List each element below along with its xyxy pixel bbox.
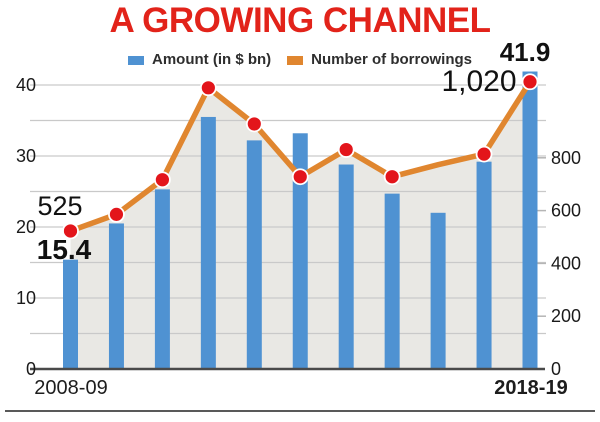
amount-bar-2: [154, 189, 170, 369]
right-axis-label-0: 0: [551, 359, 561, 379]
annotation-amount-first: 15.4: [36, 234, 92, 265]
left-axis-label-20: 20: [16, 217, 36, 237]
left-axis-label-10: 10: [16, 288, 36, 308]
amount-bar-10: [522, 71, 538, 369]
chart-title: A GROWING CHANNEL: [109, 1, 491, 40]
amount-bar-4: [246, 140, 262, 369]
borrowings-point-7: [383, 168, 401, 186]
amount-bar-9: [476, 161, 492, 369]
legend-item-borrowings: Number of borrowings: [287, 51, 472, 68]
legend-label-borrowings: Number of borrowings: [311, 51, 472, 68]
borrowings-point-6: [337, 141, 355, 158]
amount-bar-8: [430, 212, 446, 369]
bottom-rule: [5, 410, 595, 412]
legend: Amount (in $ bn) Number of borrowings: [0, 51, 600, 68]
annotation-borrowings-last: 1,020: [441, 65, 517, 98]
amount-bar-5: [292, 133, 308, 369]
borrowings-point-1: [108, 205, 125, 223]
borrowings-point-0: [62, 222, 79, 240]
legend-label-amount: Amount (in $ bn): [152, 51, 272, 68]
amount-bar-7: [384, 193, 400, 369]
amount-bar-3: [200, 116, 216, 369]
borrowings-point-5: [291, 168, 309, 186]
borrowings-point-9: [475, 145, 493, 163]
right-axis-label-200: 200: [551, 306, 581, 326]
borrowings-point-3: [199, 79, 217, 97]
amount-bar-1: [108, 223, 124, 369]
right-axis-label-400: 400: [551, 253, 581, 273]
amount-swatch-icon: [128, 56, 144, 65]
legend-item-amount: Amount (in $ bn): [128, 51, 271, 68]
annotation-borrowings-first: 525: [37, 191, 83, 221]
amount-bar-6: [338, 164, 354, 369]
amount-bar-0: [63, 259, 78, 369]
right-axis-label-600: 600: [551, 201, 581, 221]
x-axis-label-last: 2018-19: [494, 377, 568, 399]
annotation-amount-last: 41.9: [499, 37, 551, 67]
left-axis-label-30: 30: [16, 146, 36, 166]
borrowings-point-4: [245, 115, 263, 133]
left-axis-label-40: 40: [16, 75, 36, 95]
x-axis-label-first: 2008-09: [34, 377, 108, 399]
borrowings-swatch-icon: [287, 56, 304, 65]
borrowings-point-10: [521, 73, 539, 91]
borrowings-point-2: [153, 171, 171, 189]
left-axis-label-0: 0: [26, 359, 36, 379]
right-axis-label-800: 800: [551, 148, 581, 168]
